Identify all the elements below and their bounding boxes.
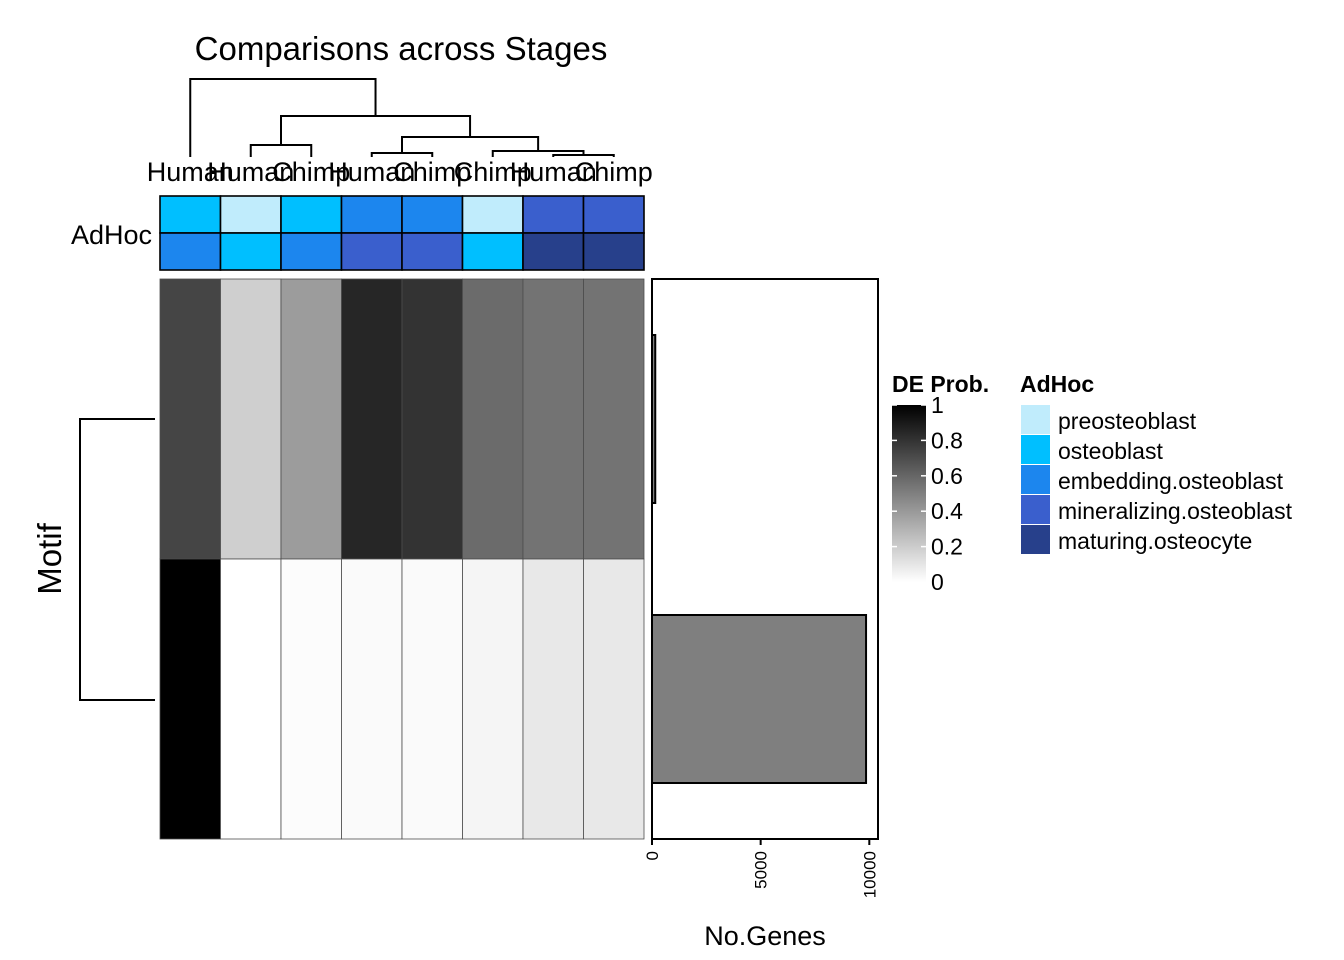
legend-label: embedding.osteoblast: [1058, 468, 1284, 494]
colorbar-title: DE Prob.: [892, 371, 989, 397]
colorbar-tick-label: 0.8: [931, 427, 963, 453]
colorbar-tick-label: 0.6: [931, 463, 963, 489]
heatmap-cell: [401, 278, 463, 560]
heatmap-cell: [341, 558, 403, 840]
bar: [651, 614, 868, 784]
annotation-cell: [401, 232, 464, 271]
colorbar-tick-label: 0.4: [931, 498, 963, 524]
annotation-cell: [522, 195, 585, 234]
column-label: Chimp: [575, 157, 653, 187]
bar-axis-tick-label: 10000: [860, 851, 879, 898]
colorbar-gradient: [892, 405, 926, 582]
dendrogram-branch: [79, 418, 155, 701]
colorbar-legend: DE Prob. 0 0.2 0.4 0.6 0.8 1: [892, 371, 989, 595]
annotation-cell: [401, 195, 464, 234]
heatmap-cell: [341, 278, 403, 560]
legend-label: mineralizing.osteoblast: [1058, 498, 1293, 524]
heatmap-body: [159, 278, 645, 840]
column-label: Chimp: [454, 157, 532, 187]
column-label: Chimp: [272, 157, 350, 187]
legend-label: osteoblast: [1058, 438, 1163, 464]
legend-swatch: [1021, 405, 1050, 434]
heatmap-cell: [583, 278, 645, 560]
annotation-cell: [461, 195, 524, 234]
annotation-cell: [582, 195, 645, 234]
column-label: Human: [328, 157, 415, 187]
annotation-bar: [159, 195, 645, 271]
heatmap-cell: [401, 558, 463, 840]
annotation-cell: [219, 195, 282, 234]
column-label: Chimp: [393, 157, 471, 187]
legend-swatch: [1021, 525, 1050, 554]
annotation-cell: [582, 232, 645, 271]
legend-swatch: [1021, 465, 1050, 494]
row-axis-label: Motif: [31, 522, 68, 594]
annotation-cell: [522, 232, 585, 271]
annotation-cell: [280, 195, 343, 234]
heatmap-cell: [462, 558, 524, 840]
annotation-cell: [340, 232, 403, 271]
heatmap-cell: [280, 558, 342, 840]
column-dendrogram: [189, 78, 615, 157]
column-label: Human: [510, 157, 597, 187]
heatmap-cell: [522, 558, 584, 840]
colorbar-tick-label: 1: [931, 392, 944, 418]
legend-swatch: [1021, 435, 1050, 464]
annotation-label: AdHoc: [71, 220, 152, 250]
bar-axis-tick-label: 5000: [752, 851, 771, 889]
column-label: Human: [207, 157, 294, 187]
annotation-cell: [159, 195, 222, 234]
legend-label: preosteoblast: [1058, 408, 1197, 434]
dendrogram-branch: [280, 115, 472, 145]
heatmap-cell: [462, 278, 524, 560]
chart-title: Comparisons across Stages: [195, 30, 608, 67]
heatmap-cell: [220, 558, 282, 840]
colorbar-tick-label: 0.2: [931, 534, 963, 560]
heatmap-cell: [220, 278, 282, 560]
dendrogram-branch: [189, 78, 377, 157]
legend-swatch: [1021, 495, 1050, 524]
bar-x-axis-label: No.Genes: [704, 921, 826, 951]
annotation-cell: [159, 232, 222, 271]
row-dendrogram: [79, 418, 155, 701]
legend-label: maturing.osteocyte: [1058, 528, 1252, 554]
heatmap-cell: [583, 558, 645, 840]
adhoc-legend: AdHoc preosteoblast osteoblast embedding.o…: [1020, 371, 1293, 554]
annotation-cell: [219, 232, 282, 271]
bar-panel: 0 5000 10000: [643, 278, 879, 898]
annotation-cell: [461, 232, 524, 271]
annotation-cell: [340, 195, 403, 234]
column-label: Human: [147, 157, 234, 187]
dendrogram-branch: [249, 144, 313, 157]
heatmap-cell: [159, 558, 221, 840]
bar-axis-tick-label: 0: [643, 851, 662, 860]
heatmap-cell: [522, 278, 584, 560]
bar: [651, 334, 657, 504]
heatmap-cell: [280, 278, 342, 560]
legend-title: AdHoc: [1020, 371, 1094, 397]
colorbar-tick-label: 0: [931, 569, 944, 595]
annotation-cell: [280, 232, 343, 271]
heatmap-cell: [159, 278, 221, 560]
